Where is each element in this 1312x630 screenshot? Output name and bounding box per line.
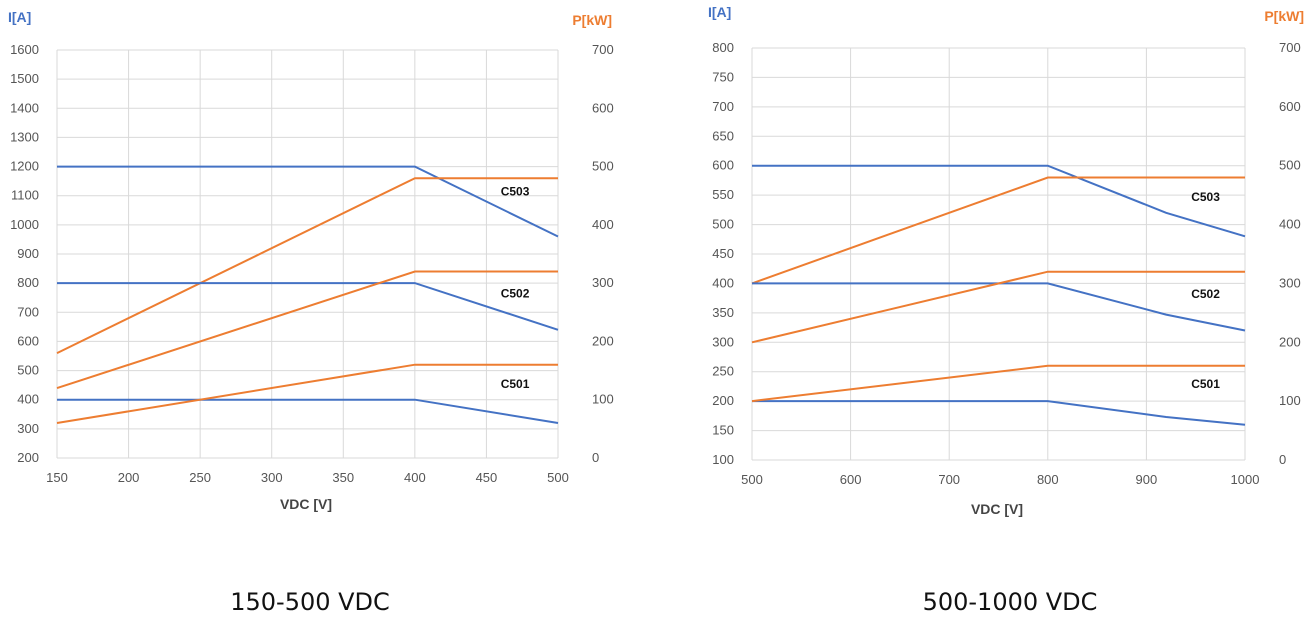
- plot-area: 2003004005006007008009001000110012001300…: [10, 42, 614, 485]
- y-left-tick-label: 400: [712, 275, 734, 290]
- y-left-tick-label: 600: [17, 333, 39, 348]
- x-tick-label: 900: [1136, 472, 1158, 487]
- y-left-tick-label: 400: [17, 392, 39, 407]
- chart-500-1000: I[A] P[kW] VDC [V] 100 150 200 250 300 350 400…: [708, 4, 1304, 517]
- series-line-c503-current: [752, 164, 1246, 238]
- y-right-tick-label: 600: [1279, 99, 1301, 114]
- y-left-tick-label: 300: [712, 334, 734, 349]
- y-left-tick-label: 700: [17, 304, 39, 319]
- series-line-c503-current: [57, 165, 559, 238]
- y-right-tick-label: 500: [1279, 158, 1301, 173]
- x-tick-label: 600: [840, 472, 862, 487]
- y-right-tick-label: 300: [1279, 275, 1301, 290]
- y-right-tick-label: 200: [1279, 334, 1301, 349]
- y-left-tick-label: 300: [17, 421, 39, 436]
- y-left-tick-label: 1200: [10, 159, 39, 174]
- y-left-tick-label: 200: [712, 393, 734, 408]
- series-label-c503: C503: [501, 185, 530, 199]
- x-tick-label: 250: [189, 470, 211, 485]
- x-tick-label: 350: [332, 470, 354, 485]
- x-axis-title: VDC [V]: [971, 501, 1023, 517]
- y-left-tick-label: 650: [712, 128, 734, 143]
- y-left-tick-label: 800: [712, 40, 734, 55]
- y-right-tick-label: 600: [592, 100, 614, 115]
- chart-caption-500-1000: 500-1000 VDC: [922, 588, 1098, 616]
- x-tick-label: 450: [476, 470, 498, 485]
- x-tick-label: 800: [1037, 472, 1059, 487]
- y-left-tick-label: 600: [712, 158, 734, 173]
- plot-area: 100 150 200 250 300 350 400 450 500 550 600 650 700 7…: [712, 40, 1300, 487]
- x-axis-title: VDC [V]: [280, 496, 332, 512]
- chart-caption-150-500: 150-500 VDC: [230, 588, 390, 616]
- y-right-tick-label: 200: [592, 333, 614, 348]
- y-left-tick-label: 350: [712, 305, 734, 320]
- y-right-tick-label: 100: [592, 392, 614, 407]
- series-line-c503-power: [56, 177, 558, 354]
- x-tick-label: 400: [404, 470, 426, 485]
- y-right-tick-label: 700: [1279, 40, 1301, 55]
- series-line-c501-power: [56, 363, 558, 424]
- y-right-tick-label: 400: [592, 217, 614, 232]
- y-left-tick-label: 1500: [10, 71, 39, 86]
- series-line-c502-current: [752, 282, 1246, 332]
- y-right-tick-label: 0: [592, 450, 599, 465]
- series-label-c503: C503: [1191, 190, 1220, 204]
- y-left-tick-label: 1600: [10, 42, 39, 57]
- series-label-c502: C502: [1191, 287, 1220, 301]
- series-line-c502-power: [751, 270, 1245, 344]
- y-left-tick-label: 800: [17, 275, 39, 290]
- y-left-tick-label: 1000: [10, 217, 39, 232]
- series-line-c501-current: [57, 398, 559, 424]
- y-right-tick-label: 400: [1279, 217, 1301, 232]
- y-left-tick-label: 100: [712, 452, 734, 467]
- y-right-tick-label: 700: [592, 42, 614, 57]
- y-left-tick-label: 900: [17, 246, 39, 261]
- y-left-tick-label: 150: [712, 423, 734, 438]
- x-tick-label: 500: [547, 470, 569, 485]
- series-line-c502-current: [57, 282, 559, 331]
- x-tick-label: 500: [741, 472, 763, 487]
- y-right-title: P[kW]: [572, 12, 612, 28]
- chart-150-500: I[A] P[kW] VDC [V] 200 300 400 500 600 700 800…: [8, 9, 614, 512]
- y-left-tick-label: 200: [17, 450, 39, 465]
- y-left-title: I[A]: [708, 4, 731, 20]
- series-line-c503-power: [751, 176, 1245, 285]
- y-left-tick-label: 750: [712, 69, 734, 84]
- y-right-tick-label: 0: [1279, 452, 1286, 467]
- y-right-tick-label: 500: [592, 159, 614, 174]
- series-label-c502: C502: [501, 287, 530, 301]
- y-left-tick-label: 700: [712, 99, 734, 114]
- y-left-title: I[A]: [8, 9, 31, 25]
- y-right-title: P[kW]: [1264, 8, 1304, 24]
- y-right-tick-label: 100: [1279, 393, 1301, 408]
- y-right-tick-label: 300: [592, 275, 614, 290]
- y-left-tick-label: 500: [712, 217, 734, 232]
- series-line-c502-power: [56, 270, 558, 390]
- y-left-tick-label: 250: [712, 364, 734, 379]
- y-left-tick-label: 1400: [10, 100, 39, 115]
- y-left-tick-label: 450: [712, 246, 734, 261]
- y-left-tick-label: 500: [17, 363, 39, 378]
- x-tick-label: 200: [118, 470, 140, 485]
- x-tick-label: 1000: [1231, 472, 1260, 487]
- y-left-tick-label: 1100: [11, 188, 39, 203]
- series-label-c501: C501: [1191, 377, 1220, 391]
- series-line-c501-power: [751, 364, 1245, 403]
- series-line-c501-current: [752, 400, 1246, 426]
- y-left-tick-label: 550: [712, 187, 734, 202]
- x-tick-label: 150: [46, 470, 68, 485]
- x-tick-label: 300: [261, 470, 283, 485]
- x-tick-label: 700: [938, 472, 960, 487]
- series-label-c501: C501: [501, 377, 530, 391]
- y-left-tick-label: 1300: [10, 129, 39, 144]
